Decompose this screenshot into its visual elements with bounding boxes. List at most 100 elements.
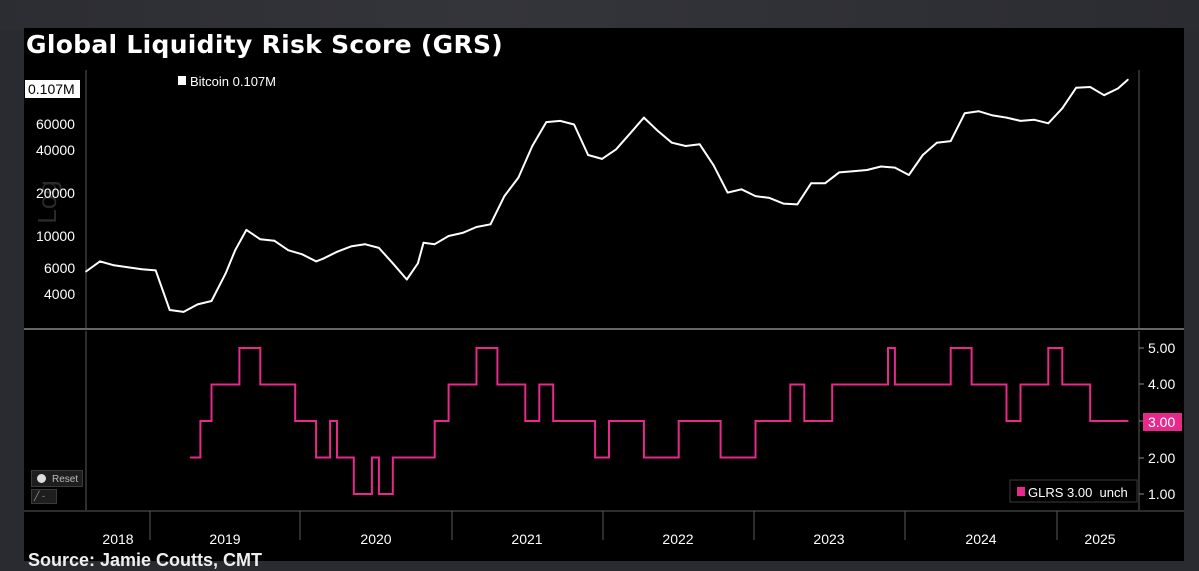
- bitcoin-point: [350, 245, 352, 248]
- bitcoin-legend-text: Bitcoin 0.107M: [190, 74, 276, 89]
- glrs-point: [887, 347, 889, 349]
- glrs-point: [677, 420, 680, 422]
- glrs-point: [831, 383, 834, 386]
- bitcoin-point: [210, 300, 213, 302]
- mini-chart-icon: ╱: [34, 491, 40, 501]
- bitcoin-point: [315, 260, 317, 263]
- chart-frame: [24, 28, 1184, 561]
- bitcoin-point: [405, 278, 408, 281]
- glrs-point: [803, 420, 806, 422]
- bitcoin-point: [433, 243, 436, 246]
- glrs-point: [1089, 420, 1092, 422]
- glrs-point: [643, 456, 645, 459]
- bitcoin-point: [880, 165, 882, 168]
- bitcoin-point: [1019, 120, 1022, 122]
- x-label-2025: 2025: [1084, 531, 1115, 547]
- bitcoin-point: [126, 266, 129, 269]
- reset-label: Reset: [52, 474, 79, 485]
- bitcoin-point: [273, 239, 276, 242]
- bitcoin-point: [921, 154, 924, 156]
- bitcoin-point: [712, 164, 715, 167]
- glrs-point: [573, 420, 575, 422]
- bitcoin-point: [643, 116, 645, 119]
- btc-y-tick-40000: 40000: [36, 142, 75, 158]
- chart-type-toggle[interactable]: ╱ -: [31, 489, 57, 504]
- glrs-point: [199, 420, 202, 422]
- bitcoin-point: [503, 195, 506, 198]
- bitcoin-point: [670, 141, 673, 144]
- bitcoin-point: [196, 303, 199, 306]
- glrs-point: [894, 383, 896, 386]
- glrs-y-tick-5: 5.00: [1148, 340, 1175, 356]
- glrs-point: [475, 347, 478, 349]
- background-strip: [0, 0, 1199, 30]
- mini-chart-label: -: [41, 491, 45, 501]
- bitcoin-point: [1061, 107, 1064, 110]
- glrs-point: [754, 420, 757, 422]
- bitcoin-point: [461, 232, 464, 234]
- glrs-points: [189, 347, 1129, 495]
- glrs-point: [496, 383, 499, 386]
- glrs-series-line[interactable]: [190, 347, 1128, 495]
- bitcoin-point: [908, 174, 910, 176]
- log-axis-label: Log: [32, 180, 62, 223]
- bitcoin-point: [475, 226, 478, 228]
- bitcoin-point: [447, 235, 450, 237]
- glrs-point: [1047, 347, 1050, 349]
- x-label-2018: 2018: [102, 531, 133, 547]
- bitcoin-point: [935, 141, 938, 144]
- glrs-point: [1005, 420, 1008, 422]
- bitcoin-point: [991, 114, 994, 117]
- glrs-point: [538, 383, 541, 386]
- bitcoin-point: [224, 272, 227, 275]
- bitcoin-point: [629, 132, 631, 135]
- bitcoin-point: [1089, 86, 1092, 88]
- bitcoin-point: [838, 171, 840, 174]
- glrs-y-tick-4: 4.00: [1148, 376, 1175, 392]
- reset-icon: [37, 474, 46, 483]
- glrs-point: [1019, 383, 1022, 386]
- glrs-point: [371, 456, 373, 459]
- bitcoin-point: [810, 182, 813, 185]
- bitcoin-point: [949, 140, 952, 143]
- glrs-point: [210, 383, 213, 386]
- bitcoin-point: [154, 269, 157, 272]
- btc-y-tick-6000: 6000: [44, 260, 75, 276]
- bitcoin-point: [977, 110, 980, 113]
- glrs-point: [238, 347, 241, 349]
- glrs-point: [315, 456, 317, 459]
- glrs-point: [719, 456, 722, 459]
- x-label-2020: 2020: [360, 531, 391, 547]
- glrs-point: [259, 383, 262, 386]
- bitcoin-point: [754, 195, 757, 198]
- glrs-point: [447, 383, 450, 386]
- bitcoin-point: [517, 176, 520, 179]
- bitcoin-point: [322, 257, 324, 260]
- glrs-point: [510, 383, 513, 386]
- glrs-point: [1103, 420, 1105, 422]
- bitcoin-point: [768, 197, 771, 199]
- bitcoin-point: [656, 130, 659, 132]
- glrs-y-tick-1: 1.00: [1148, 486, 1175, 502]
- glrs-point: [552, 420, 555, 422]
- bitcoin-point: [796, 203, 799, 206]
- x-label-2021: 2021: [511, 531, 542, 547]
- glrs-point: [189, 456, 192, 459]
- bitcoin-series-line[interactable]: [85, 78, 1129, 313]
- bitcoin-point: [1117, 87, 1119, 90]
- x-label-2022: 2022: [662, 531, 693, 547]
- bitcoin-point: [615, 148, 617, 151]
- glrs-point: [352, 493, 355, 495]
- glrs-legend-swatch: [1017, 487, 1025, 496]
- glrs-point: [789, 383, 792, 386]
- glrs-point: [1061, 383, 1064, 386]
- bitcoin-point: [852, 170, 854, 173]
- bitcoin-point: [587, 154, 589, 156]
- reset-button[interactable]: Reset: [31, 470, 83, 487]
- x-label-2023: 2023: [813, 531, 844, 547]
- bitcoin-point: [1075, 86, 1078, 89]
- bitcoin-point: [234, 249, 237, 252]
- bitcoin-points: [85, 78, 1129, 313]
- bitcoin-point: [99, 260, 101, 263]
